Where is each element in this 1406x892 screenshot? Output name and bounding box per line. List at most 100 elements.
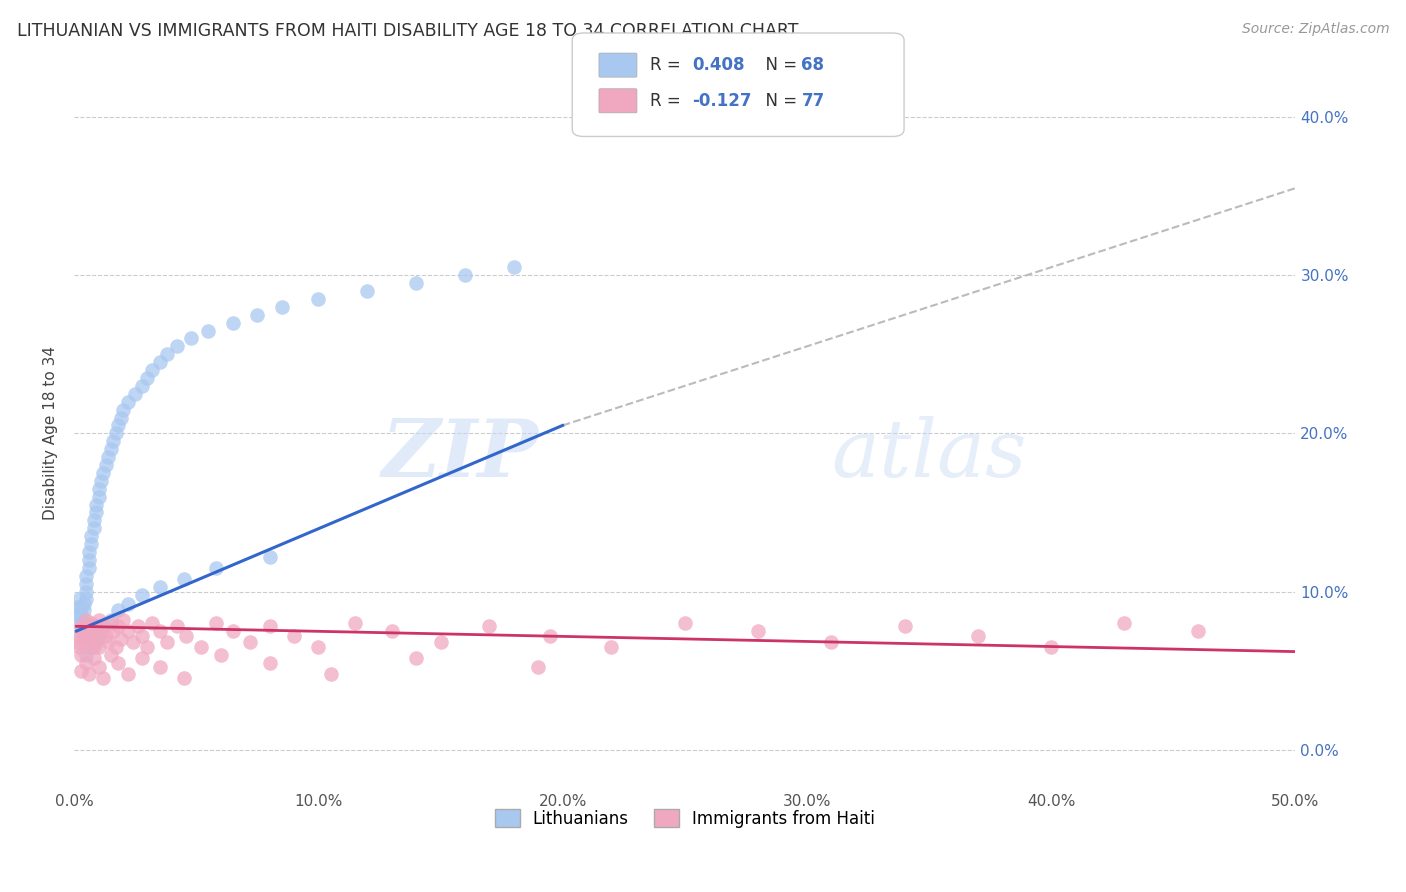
Point	[259, 549, 281, 564]
Point	[239, 635, 262, 649]
Point	[70, 664, 93, 678]
Point	[84, 619, 107, 633]
Point	[77, 666, 100, 681]
Point	[131, 629, 153, 643]
Point	[343, 616, 366, 631]
Point	[110, 632, 132, 646]
Point	[222, 316, 245, 330]
Point	[75, 576, 97, 591]
Point	[65, 608, 87, 623]
Text: N =: N =	[755, 56, 803, 74]
Point	[166, 339, 188, 353]
Point	[93, 619, 115, 633]
Point	[967, 629, 990, 643]
Point	[75, 648, 97, 662]
Point	[209, 648, 232, 662]
Point	[84, 498, 107, 512]
Point	[673, 616, 696, 631]
Text: 77: 77	[801, 92, 825, 110]
Point	[259, 619, 281, 633]
Legend: Lithuanians, Immigrants from Haiti: Lithuanians, Immigrants from Haiti	[488, 803, 882, 834]
Point	[107, 418, 129, 433]
Point	[246, 308, 269, 322]
Text: LITHUANIAN VS IMMIGRANTS FROM HAITI DISABILITY AGE 18 TO 34 CORRELATION CHART: LITHUANIAN VS IMMIGRANTS FROM HAITI DISA…	[17, 22, 799, 40]
Point	[80, 529, 103, 543]
Point	[84, 635, 107, 649]
Point	[111, 402, 134, 417]
Point	[93, 619, 115, 633]
Point	[121, 635, 143, 649]
Point	[93, 672, 115, 686]
Point	[173, 672, 195, 686]
Point	[83, 521, 105, 535]
Text: atlas: atlas	[831, 416, 1026, 493]
Point	[84, 505, 107, 519]
Point	[117, 597, 139, 611]
Point	[77, 629, 100, 643]
Point	[83, 624, 105, 638]
Point	[70, 619, 93, 633]
Text: ZIP: ZIP	[381, 416, 538, 493]
Point	[67, 640, 90, 654]
Point	[87, 640, 110, 654]
Point	[97, 635, 120, 649]
Point	[87, 490, 110, 504]
Point	[80, 640, 103, 654]
Point	[77, 619, 100, 633]
Point	[131, 379, 153, 393]
Point	[356, 284, 378, 298]
Point	[283, 629, 305, 643]
Point	[73, 603, 96, 617]
Point	[1187, 624, 1209, 638]
Point	[107, 619, 129, 633]
Point	[73, 597, 96, 611]
Point	[65, 635, 87, 649]
Point	[97, 450, 120, 464]
Point	[80, 635, 103, 649]
Y-axis label: Disability Age 18 to 34: Disability Age 18 to 34	[44, 346, 58, 520]
Point	[136, 371, 159, 385]
Point	[117, 666, 139, 681]
Point	[67, 629, 90, 643]
Point	[307, 292, 329, 306]
Point	[70, 608, 93, 623]
Point	[149, 624, 172, 638]
Point	[84, 632, 107, 646]
Point	[100, 648, 122, 662]
Point	[75, 592, 97, 607]
Point	[87, 482, 110, 496]
Point	[73, 624, 96, 638]
Point	[83, 513, 105, 527]
Point	[429, 635, 451, 649]
Point	[104, 426, 127, 441]
Point	[600, 640, 623, 654]
Point	[141, 363, 163, 377]
Text: R =: R =	[650, 56, 686, 74]
Point	[204, 561, 226, 575]
Point	[747, 624, 769, 638]
Point	[104, 640, 127, 654]
Point	[75, 656, 97, 670]
Point	[180, 331, 202, 345]
Point	[117, 624, 139, 638]
Point	[100, 442, 122, 457]
Point	[90, 474, 112, 488]
Point	[149, 355, 172, 369]
Point	[190, 640, 212, 654]
Point	[124, 386, 146, 401]
Point	[405, 651, 427, 665]
Point	[70, 648, 93, 662]
Point	[75, 568, 97, 582]
Point	[141, 616, 163, 631]
Point	[75, 613, 97, 627]
Point	[101, 624, 124, 638]
Point	[93, 466, 115, 480]
Point	[100, 613, 122, 627]
Point	[222, 624, 245, 638]
Point	[149, 580, 172, 594]
Point	[117, 394, 139, 409]
Point	[73, 616, 96, 631]
Point	[502, 260, 524, 275]
Point	[1040, 640, 1063, 654]
Point	[166, 619, 188, 633]
